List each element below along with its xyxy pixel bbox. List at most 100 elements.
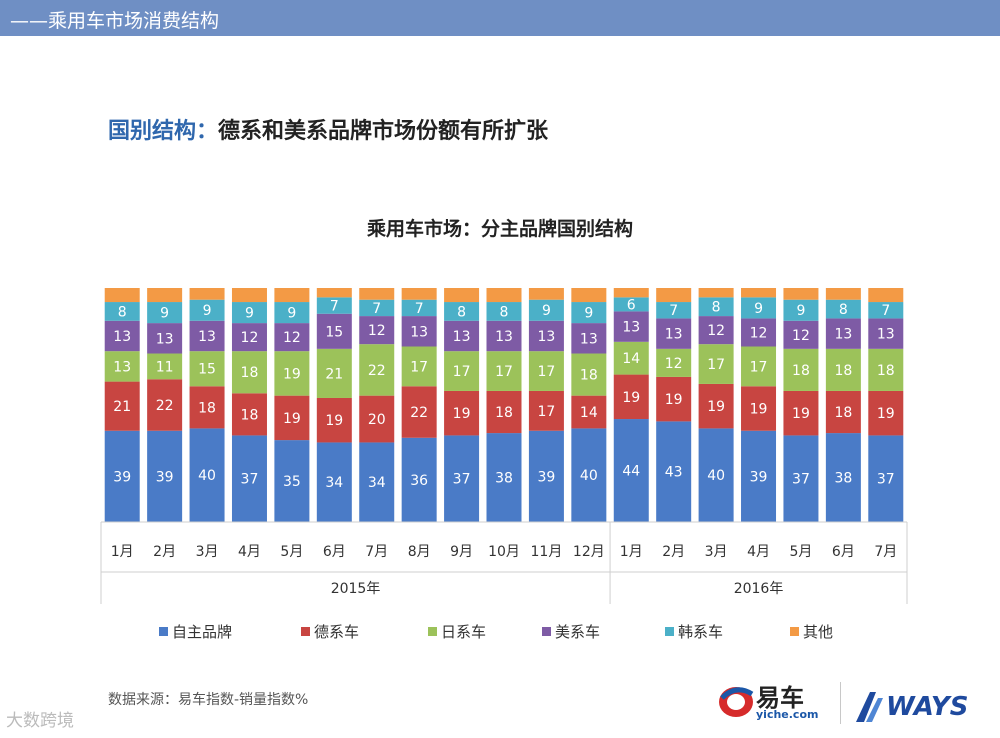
x-tick-label: 6月 bbox=[323, 544, 346, 560]
bar-segment bbox=[147, 430, 183, 522]
bar-segment bbox=[444, 390, 480, 436]
data-label: 9 bbox=[584, 306, 593, 322]
data-label: 12 bbox=[707, 323, 725, 339]
legend-label: 美系车 bbox=[555, 623, 600, 641]
data-label: 20 bbox=[368, 412, 386, 428]
data-label: 9 bbox=[245, 306, 254, 322]
bar-segment bbox=[825, 433, 861, 522]
data-label: 13 bbox=[622, 320, 640, 336]
data-label: 14 bbox=[580, 405, 598, 421]
bar-segment bbox=[189, 299, 225, 321]
data-label: 13 bbox=[113, 329, 131, 345]
x-tick-label: 5月 bbox=[789, 544, 812, 560]
data-label: 17 bbox=[750, 359, 768, 375]
bar-segment bbox=[444, 351, 480, 391]
data-label: 39 bbox=[538, 469, 556, 485]
bar-segment bbox=[613, 419, 649, 522]
x-tick-label: 10月 bbox=[488, 544, 520, 560]
bar-segment bbox=[147, 323, 183, 354]
bar-segment bbox=[868, 302, 904, 319]
data-label: 19 bbox=[283, 366, 301, 382]
data-label: 18 bbox=[834, 405, 852, 421]
data-label: 39 bbox=[156, 469, 174, 485]
headline-text: 德系和美系品牌市场份额有所扩张 bbox=[218, 119, 549, 144]
data-label: 19 bbox=[707, 399, 725, 415]
x-group-label: 2016年 bbox=[734, 581, 784, 597]
data-label: 37 bbox=[792, 472, 810, 488]
bar-segment bbox=[825, 390, 861, 434]
bar-segment bbox=[274, 302, 310, 324]
bar-segment bbox=[359, 299, 395, 317]
x-tick-label: 4月 bbox=[747, 544, 770, 560]
bar-segment bbox=[741, 297, 777, 319]
bar-segment bbox=[444, 302, 480, 321]
bar-segment bbox=[359, 316, 395, 345]
data-label: 40 bbox=[580, 468, 598, 484]
data-label: 34 bbox=[325, 475, 343, 491]
bar-segment bbox=[104, 320, 140, 352]
bar-segment bbox=[189, 386, 225, 429]
bar-segment bbox=[741, 288, 777, 298]
legend-label: 韩系车 bbox=[678, 623, 723, 641]
bar-segment bbox=[825, 348, 861, 391]
bar-segment bbox=[104, 288, 140, 303]
bar-segment bbox=[231, 302, 267, 324]
data-label: 13 bbox=[113, 359, 131, 375]
bar-segment bbox=[613, 341, 649, 375]
legend-swatch bbox=[790, 627, 799, 636]
bar-segment bbox=[316, 288, 352, 298]
watermark: 大数跨境 bbox=[6, 711, 74, 731]
data-label: 39 bbox=[750, 469, 768, 485]
bar-segment bbox=[359, 442, 395, 522]
data-label: 12 bbox=[792, 328, 810, 344]
bar-segment bbox=[868, 288, 904, 303]
data-label: 7 bbox=[669, 303, 678, 319]
bar-segment bbox=[274, 440, 310, 522]
bar-segment bbox=[571, 302, 607, 324]
bar-segment bbox=[359, 395, 395, 443]
legend-label: 自主品牌 bbox=[172, 623, 232, 641]
data-label: 11 bbox=[156, 359, 174, 375]
bar-segment bbox=[698, 383, 734, 429]
bar-segment bbox=[189, 288, 225, 300]
bar-segment bbox=[104, 430, 140, 522]
x-tick-label: 6月 bbox=[832, 544, 855, 560]
x-tick-label: 3月 bbox=[196, 544, 219, 560]
x-tick-label: 5月 bbox=[280, 544, 303, 560]
data-label: 19 bbox=[877, 406, 895, 422]
data-label: 14 bbox=[622, 351, 640, 367]
data-label: 43 bbox=[665, 465, 683, 481]
logo-divider bbox=[840, 682, 841, 724]
ways-logo-icon bbox=[856, 692, 883, 722]
legend-label: 德系车 bbox=[314, 623, 359, 641]
data-label: 21 bbox=[325, 366, 343, 382]
data-label: 35 bbox=[283, 474, 301, 490]
bar-segment bbox=[486, 433, 522, 522]
data-label: 19 bbox=[665, 392, 683, 408]
legend-swatch bbox=[665, 627, 674, 636]
data-label: 9 bbox=[160, 306, 169, 322]
data-label: 13 bbox=[538, 329, 556, 345]
legend-swatch bbox=[542, 627, 551, 636]
data-label: 17 bbox=[707, 357, 725, 373]
bar-segment bbox=[783, 435, 819, 522]
bar-segment bbox=[401, 386, 437, 438]
bar-segment bbox=[613, 374, 649, 420]
bar-segment bbox=[104, 351, 140, 382]
bar-segment bbox=[528, 351, 564, 391]
data-label: 19 bbox=[283, 411, 301, 427]
data-label: 8 bbox=[118, 304, 127, 320]
bar-segment bbox=[656, 348, 692, 377]
data-label: 34 bbox=[368, 475, 386, 491]
bar-segment bbox=[656, 302, 692, 319]
data-label: 19 bbox=[792, 406, 810, 422]
bar-segment bbox=[486, 390, 522, 434]
data-label: 12 bbox=[241, 330, 259, 346]
data-label: 13 bbox=[495, 329, 513, 345]
bar-segment bbox=[401, 288, 437, 300]
x-tick-label: 2月 bbox=[662, 544, 685, 560]
data-label: 7 bbox=[881, 303, 890, 319]
bar-segment bbox=[444, 320, 480, 352]
data-label: 37 bbox=[877, 472, 895, 488]
chart-title: 乘用车市场：分主品牌国别结构 bbox=[366, 218, 633, 240]
